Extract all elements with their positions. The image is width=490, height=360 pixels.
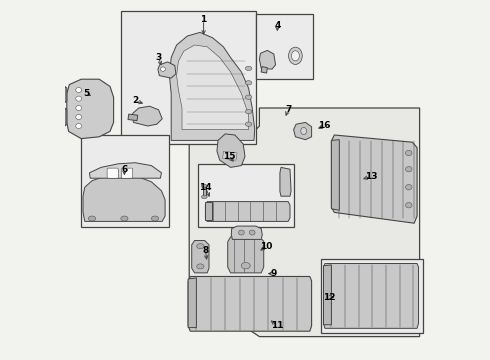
- Bar: [256, 14, 314, 79]
- Ellipse shape: [201, 195, 207, 199]
- Polygon shape: [67, 79, 114, 139]
- Polygon shape: [323, 264, 418, 328]
- Polygon shape: [128, 114, 138, 121]
- Text: 15: 15: [222, 152, 235, 161]
- Ellipse shape: [239, 230, 245, 235]
- Ellipse shape: [76, 96, 81, 101]
- Ellipse shape: [406, 150, 412, 156]
- Text: 11: 11: [271, 321, 284, 330]
- Ellipse shape: [151, 216, 159, 221]
- Text: 16: 16: [318, 122, 330, 130]
- Ellipse shape: [76, 114, 81, 120]
- Ellipse shape: [201, 184, 207, 188]
- Polygon shape: [331, 135, 417, 223]
- Ellipse shape: [197, 264, 204, 269]
- Text: 1: 1: [200, 15, 207, 24]
- Polygon shape: [133, 106, 162, 126]
- Ellipse shape: [245, 95, 252, 99]
- Polygon shape: [259, 50, 275, 69]
- Polygon shape: [205, 202, 212, 220]
- Text: 3: 3: [155, 53, 162, 62]
- Polygon shape: [158, 62, 176, 78]
- Ellipse shape: [301, 127, 307, 135]
- Polygon shape: [188, 276, 312, 331]
- Polygon shape: [170, 32, 255, 140]
- Text: 2: 2: [132, 96, 138, 105]
- Polygon shape: [217, 134, 245, 167]
- Ellipse shape: [292, 51, 299, 61]
- Ellipse shape: [76, 123, 81, 129]
- Ellipse shape: [88, 216, 96, 221]
- Text: 8: 8: [202, 246, 209, 255]
- Polygon shape: [205, 202, 290, 221]
- Text: 13: 13: [365, 172, 377, 181]
- Ellipse shape: [245, 66, 252, 71]
- Polygon shape: [280, 167, 291, 196]
- Ellipse shape: [76, 105, 81, 111]
- Polygon shape: [65, 86, 67, 103]
- Ellipse shape: [241, 262, 250, 269]
- Text: 9: 9: [270, 269, 277, 278]
- Ellipse shape: [197, 244, 204, 249]
- Polygon shape: [189, 108, 419, 337]
- Ellipse shape: [76, 87, 81, 93]
- Polygon shape: [261, 67, 268, 73]
- Polygon shape: [65, 108, 67, 126]
- Ellipse shape: [245, 109, 252, 114]
- Polygon shape: [188, 278, 196, 328]
- Text: 5: 5: [83, 89, 90, 98]
- Polygon shape: [90, 163, 162, 178]
- Bar: [121, 11, 256, 144]
- Text: 7: 7: [285, 105, 292, 114]
- Ellipse shape: [406, 202, 412, 208]
- Ellipse shape: [406, 166, 412, 172]
- Text: 6: 6: [122, 165, 127, 174]
- Bar: [81, 135, 170, 227]
- Ellipse shape: [406, 185, 412, 190]
- Polygon shape: [331, 140, 339, 210]
- Ellipse shape: [121, 216, 128, 221]
- Polygon shape: [83, 175, 165, 221]
- Polygon shape: [228, 237, 264, 273]
- Ellipse shape: [289, 47, 302, 64]
- FancyBboxPatch shape: [107, 168, 118, 178]
- Text: 12: 12: [323, 292, 336, 302]
- Polygon shape: [294, 122, 312, 140]
- Polygon shape: [192, 240, 209, 273]
- Text: 14: 14: [199, 183, 212, 192]
- Bar: [198, 164, 294, 227]
- FancyBboxPatch shape: [122, 168, 133, 178]
- Polygon shape: [231, 226, 262, 239]
- Polygon shape: [222, 151, 237, 160]
- Bar: [320, 259, 423, 333]
- Polygon shape: [323, 265, 331, 325]
- Text: 4: 4: [274, 21, 281, 30]
- Ellipse shape: [160, 67, 166, 71]
- Polygon shape: [202, 187, 206, 196]
- Text: 10: 10: [260, 242, 273, 251]
- Ellipse shape: [245, 81, 252, 85]
- Ellipse shape: [245, 122, 252, 126]
- Polygon shape: [176, 45, 248, 130]
- Ellipse shape: [249, 230, 255, 235]
